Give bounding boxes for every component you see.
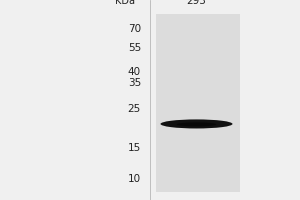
Text: 70: 70 bbox=[128, 24, 141, 34]
Text: KDa: KDa bbox=[115, 0, 135, 6]
Text: 55: 55 bbox=[128, 43, 141, 53]
Text: 25: 25 bbox=[128, 104, 141, 114]
Text: 35: 35 bbox=[128, 78, 141, 88]
Text: 10: 10 bbox=[128, 174, 141, 184]
Text: 15: 15 bbox=[128, 143, 141, 153]
Ellipse shape bbox=[160, 119, 232, 128]
Bar bbox=[156, 14, 240, 192]
Text: 40: 40 bbox=[128, 67, 141, 77]
Ellipse shape bbox=[177, 122, 216, 126]
Text: 293: 293 bbox=[187, 0, 206, 6]
